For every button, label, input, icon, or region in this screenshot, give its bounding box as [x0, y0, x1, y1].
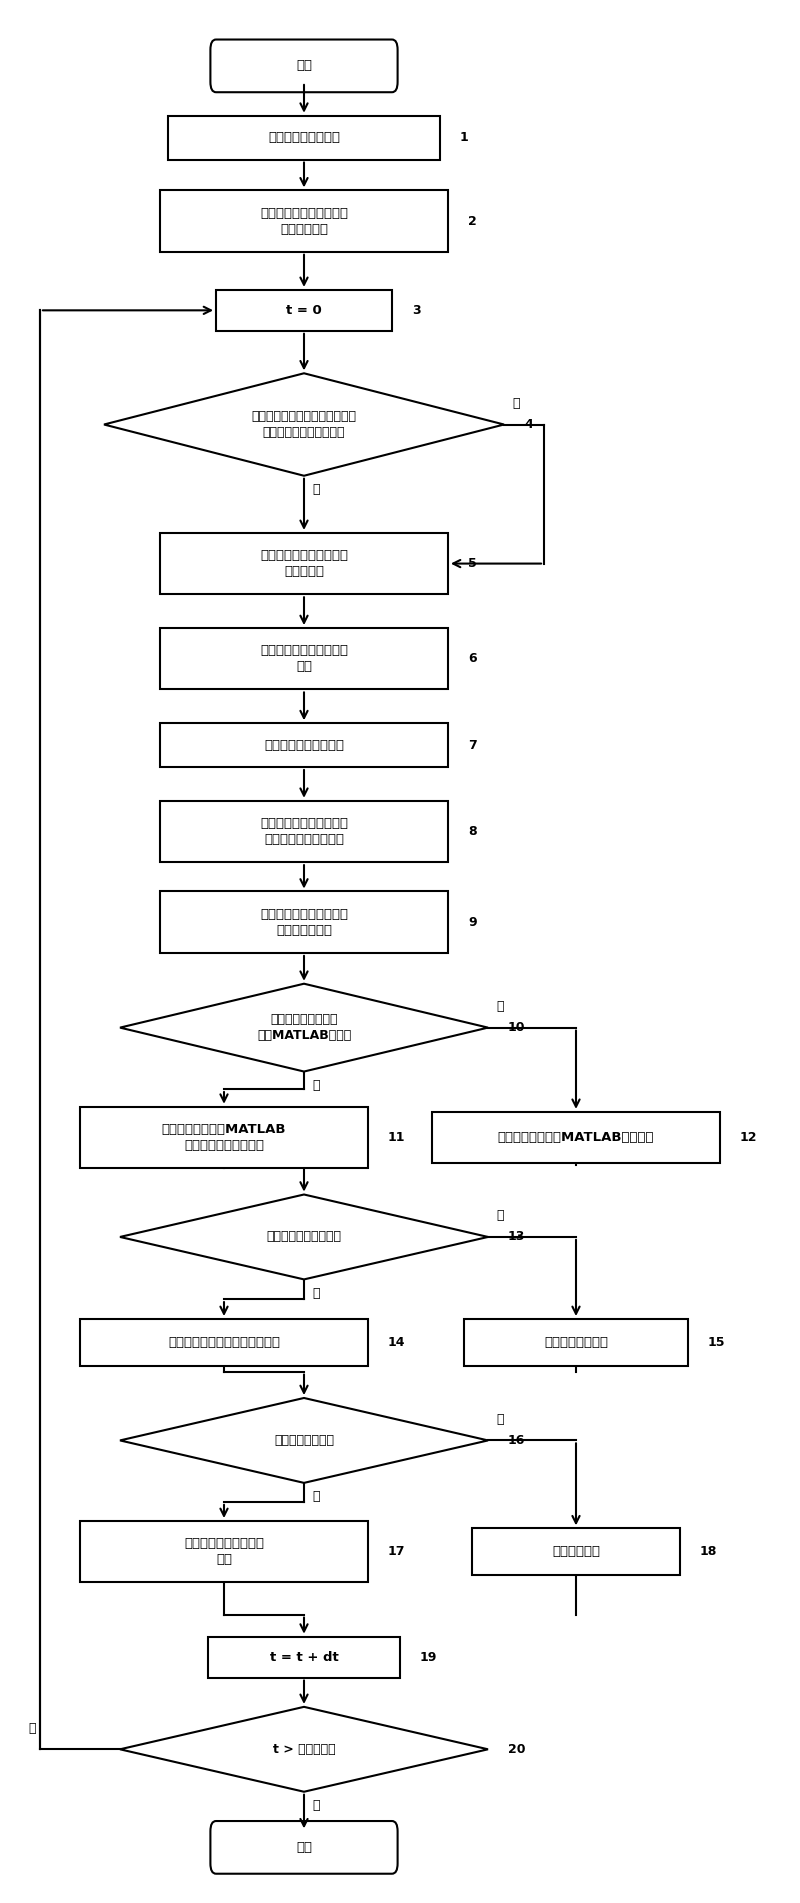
Text: 3: 3 — [412, 304, 421, 316]
Text: 用户自定义模型、MATLAB模型计算: 用户自定义模型、MATLAB模型计算 — [498, 1130, 654, 1144]
Text: 各子网根据子网间联络线
电流求取子网节点电压: 各子网根据子网间联络线 电流求取子网节点电压 — [260, 816, 348, 847]
Text: 8: 8 — [468, 826, 477, 837]
Bar — [160, 533, 448, 594]
Text: 求取子网端口点的等值阻
抗（电阵）: 求取子网端口点的等值阻 抗（电阵） — [260, 550, 348, 579]
Text: 9: 9 — [468, 915, 477, 929]
Text: 18: 18 — [700, 1545, 718, 1559]
Text: 是否有用户自定义模
型、MATLAB模型？: 是否有用户自定义模 型、MATLAB模型？ — [257, 1012, 351, 1043]
Text: 14: 14 — [388, 1336, 406, 1349]
Text: 15: 15 — [708, 1336, 726, 1349]
Bar — [160, 891, 448, 953]
Text: 12: 12 — [740, 1130, 758, 1144]
Text: 11: 11 — [388, 1130, 406, 1144]
Bar — [432, 1111, 720, 1163]
Bar — [216, 289, 392, 331]
Text: 各子网求取端口点的等值
电势: 各子网求取端口点的等值 电势 — [260, 645, 348, 674]
Text: 是: 是 — [312, 1798, 319, 1812]
Bar — [208, 1637, 400, 1678]
Text: 19: 19 — [420, 1650, 438, 1663]
Polygon shape — [120, 1399, 488, 1482]
FancyBboxPatch shape — [210, 40, 398, 91]
Text: 1: 1 — [460, 131, 469, 145]
Text: 此时刻是否有开关动作或换流阀
导通、关断等情况发生？: 此时刻是否有开关动作或换流阀 导通、关断等情况发生？ — [251, 409, 357, 440]
Text: 否: 否 — [496, 1412, 503, 1425]
Text: 开始: 开始 — [296, 59, 312, 72]
Text: 结束: 结束 — [296, 1840, 312, 1854]
Text: 是否有物理装置？: 是否有物理装置？ — [274, 1435, 334, 1446]
Bar — [472, 1528, 680, 1576]
Text: 物理装置输入输出信息
处理: 物理装置输入输出信息 处理 — [184, 1538, 264, 1566]
Text: 17: 17 — [388, 1545, 406, 1559]
Text: t > 总仿真时间: t > 总仿真时间 — [273, 1743, 335, 1756]
Text: 2: 2 — [468, 215, 477, 228]
Text: 是: 是 — [312, 1490, 319, 1503]
Bar — [80, 1319, 368, 1366]
Text: 否: 否 — [496, 999, 503, 1012]
Bar — [160, 723, 448, 767]
Text: 否: 否 — [496, 1208, 503, 1222]
Bar — [160, 801, 448, 862]
Bar — [80, 1108, 368, 1168]
Text: 否: 否 — [512, 398, 519, 409]
Text: 10: 10 — [508, 1022, 526, 1033]
Text: 求取子网间联络线电流: 求取子网间联络线电流 — [264, 738, 344, 752]
Text: 13: 13 — [508, 1231, 526, 1243]
Polygon shape — [120, 1195, 488, 1279]
Text: 5: 5 — [468, 558, 477, 571]
Text: 7: 7 — [468, 738, 477, 752]
Text: 是否有机电暂态接口？: 是否有机电暂态接口？ — [266, 1231, 342, 1243]
Text: 是: 是 — [312, 483, 319, 497]
Text: t = t + dt: t = t + dt — [270, 1650, 338, 1663]
Bar — [80, 1520, 368, 1583]
Text: 16: 16 — [508, 1435, 526, 1446]
Bar — [160, 190, 448, 251]
FancyBboxPatch shape — [210, 1821, 398, 1874]
Text: 机电暂态仿真计算: 机电暂态仿真计算 — [544, 1336, 608, 1349]
Bar — [160, 628, 448, 689]
Polygon shape — [120, 1707, 488, 1793]
Text: 交直流电力系统分割: 交直流电力系统分割 — [268, 131, 340, 145]
Text: 用户自定义模型、MATLAB
模型输入输出信息处理: 用户自定义模型、MATLAB 模型输入输出信息处理 — [162, 1123, 286, 1151]
Polygon shape — [120, 984, 488, 1071]
Text: 4: 4 — [524, 419, 533, 430]
Bar — [464, 1319, 688, 1366]
Text: 各子网求取端口点的等值
阰抗（电阵）: 各子网求取端口点的等值 阰抗（电阵） — [260, 207, 348, 236]
Text: 各子网求解发电机、控制
系统等微分方程: 各子网求解发电机、控制 系统等微分方程 — [260, 908, 348, 936]
Bar — [168, 116, 440, 160]
Text: 否: 否 — [29, 1722, 36, 1736]
Text: t = 0: t = 0 — [286, 304, 322, 316]
Text: 6: 6 — [468, 653, 477, 666]
Text: 是: 是 — [312, 1286, 319, 1300]
Text: 20: 20 — [508, 1743, 526, 1756]
Text: 物理装置运行: 物理装置运行 — [552, 1545, 600, 1559]
Text: 是: 是 — [312, 1079, 319, 1092]
Polygon shape — [104, 373, 504, 476]
Text: 机电暂态接口输入输出信息处理: 机电暂态接口输入输出信息处理 — [168, 1336, 280, 1349]
